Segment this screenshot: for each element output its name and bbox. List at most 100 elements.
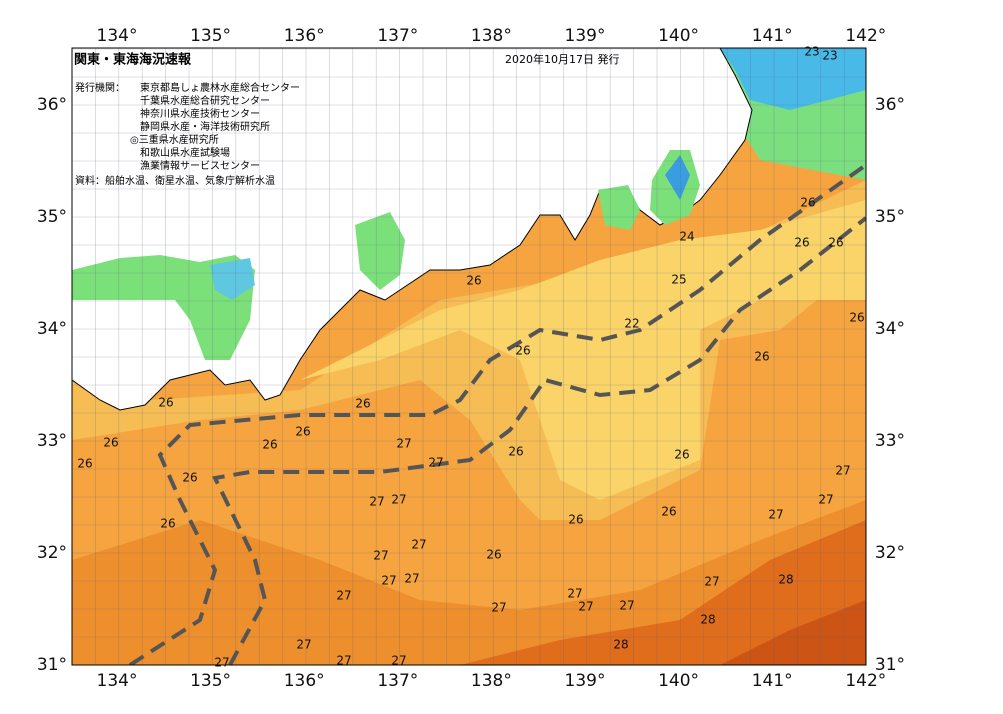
contour-label: 26 (754, 350, 769, 364)
lat-label: 33° (875, 431, 905, 451)
contour-label: 27 (491, 601, 506, 615)
contour-label: 27 (835, 464, 850, 478)
contour-label: 23 (804, 45, 819, 59)
contour-label: 27 (214, 656, 229, 670)
lon-label: 139° (565, 671, 606, 691)
contour-label: 26 (800, 196, 815, 210)
contour-label: 27 (336, 654, 351, 668)
contour-label: 27 (336, 589, 351, 603)
issuer: ◎三重県水産研究所 (130, 133, 219, 146)
issuer: 東京都島しょ農林水産総合センター (140, 81, 300, 94)
contour-label: 26 (466, 274, 481, 288)
lon-label: 141° (752, 671, 793, 691)
issuer: 千葉県水産総合研究センター (140, 94, 270, 107)
issuer: 漁業情報サービスセンター (140, 159, 260, 172)
issuer-label: 発行機関： (75, 81, 125, 94)
lat-label: 32° (875, 543, 905, 563)
contour-label: 27 (396, 437, 411, 451)
issuer: 神奈川県水産技術センター (140, 107, 260, 120)
source: 資料：船舶水温、衛星水温、気象庁解析水温 (75, 174, 275, 187)
lat-label: 36° (875, 95, 905, 115)
contour-label: 25 (671, 273, 686, 287)
contour-label: 26 (849, 311, 864, 325)
contour-label: 27 (768, 508, 783, 522)
contour-label: 26 (794, 236, 809, 250)
lat-label: 31° (875, 655, 905, 675)
lat-label: 31° (37, 655, 67, 675)
contour-label: 28 (613, 638, 628, 652)
current-axis (128, 163, 866, 665)
contour-label: 27 (428, 456, 443, 470)
contour-label: 27 (391, 654, 406, 668)
lon-label: 139° (565, 26, 606, 46)
title: 関東・東海海況速報 (74, 52, 192, 68)
contour-label: 26 (103, 436, 118, 450)
contour-label: 27 (619, 599, 634, 613)
lon-label: 137° (377, 26, 418, 46)
issuer: 和歌山県水産試験場 (140, 146, 230, 159)
issue-date: 2020年10月17日 発行 (505, 52, 620, 66)
lon-label: 140° (658, 26, 699, 46)
inland-sea (72, 255, 255, 360)
contour-label: 27 (578, 600, 593, 614)
contour-label: 27 (818, 493, 833, 507)
lon-label: 137° (377, 671, 418, 691)
lat-label: 34° (37, 319, 67, 339)
lat-label: 34° (875, 319, 905, 339)
contour-label: 27 (296, 638, 311, 652)
current-axis (212, 216, 866, 665)
map-area (72, 48, 866, 665)
lat-label: 33° (37, 431, 67, 451)
contour-label: 26 (674, 448, 689, 462)
contour-label: 27 (704, 575, 719, 589)
contour-label: 26 (77, 457, 92, 471)
contour-label: 27 (411, 538, 426, 552)
lon-label: 135° (190, 671, 231, 691)
contour-label: 26 (355, 397, 370, 411)
hot-zone (460, 520, 866, 665)
bay (598, 185, 640, 230)
lon-label: 138° (471, 671, 512, 691)
inland-sea (210, 258, 255, 300)
lat-label: 35° (37, 207, 67, 227)
contour-label: 26 (486, 548, 501, 562)
lon-label: 136° (284, 671, 325, 691)
contour-label: 26 (160, 517, 175, 531)
lon-label: 141° (752, 26, 793, 46)
contour-label: 27 (381, 574, 396, 588)
lat-label: 35° (875, 207, 905, 227)
contour-label: 26 (515, 344, 530, 358)
contour-label: 27 (373, 549, 388, 563)
lon-label: 135° (190, 26, 231, 46)
lat-label: 36° (37, 95, 67, 115)
contour-label: 22 (624, 317, 639, 331)
hot-zone (720, 600, 866, 665)
contour-label: 27 (369, 495, 384, 509)
contour-label: 28 (700, 613, 715, 627)
lon-label: 134° (97, 671, 138, 691)
contour-label: 27 (567, 587, 582, 601)
lon-label: 136° (284, 26, 325, 46)
cool-zone (300, 200, 866, 500)
bay (665, 155, 690, 200)
contour-label: 24 (679, 230, 694, 244)
lat-label: 32° (37, 543, 67, 563)
contour-label: 27 (391, 493, 406, 507)
contour-label: 23 (822, 49, 837, 63)
contour-label: 26 (158, 396, 173, 410)
contour-label: 26 (295, 425, 310, 439)
contour-label: 28 (778, 573, 793, 587)
bay (355, 212, 405, 290)
map-frame (71, 47, 867, 666)
grid (72, 48, 866, 665)
lon-label: 142° (845, 671, 886, 691)
contour-label: 26 (661, 505, 676, 519)
lon-label: 140° (658, 671, 699, 691)
contour-label: 26 (182, 471, 197, 485)
lon-label: 138° (471, 26, 512, 46)
contour-label: 27 (404, 572, 419, 586)
issuer: 静岡県水産・海洋技術研究所 (140, 120, 270, 133)
lon-label: 134° (97, 26, 138, 46)
cold-sea (720, 48, 866, 110)
